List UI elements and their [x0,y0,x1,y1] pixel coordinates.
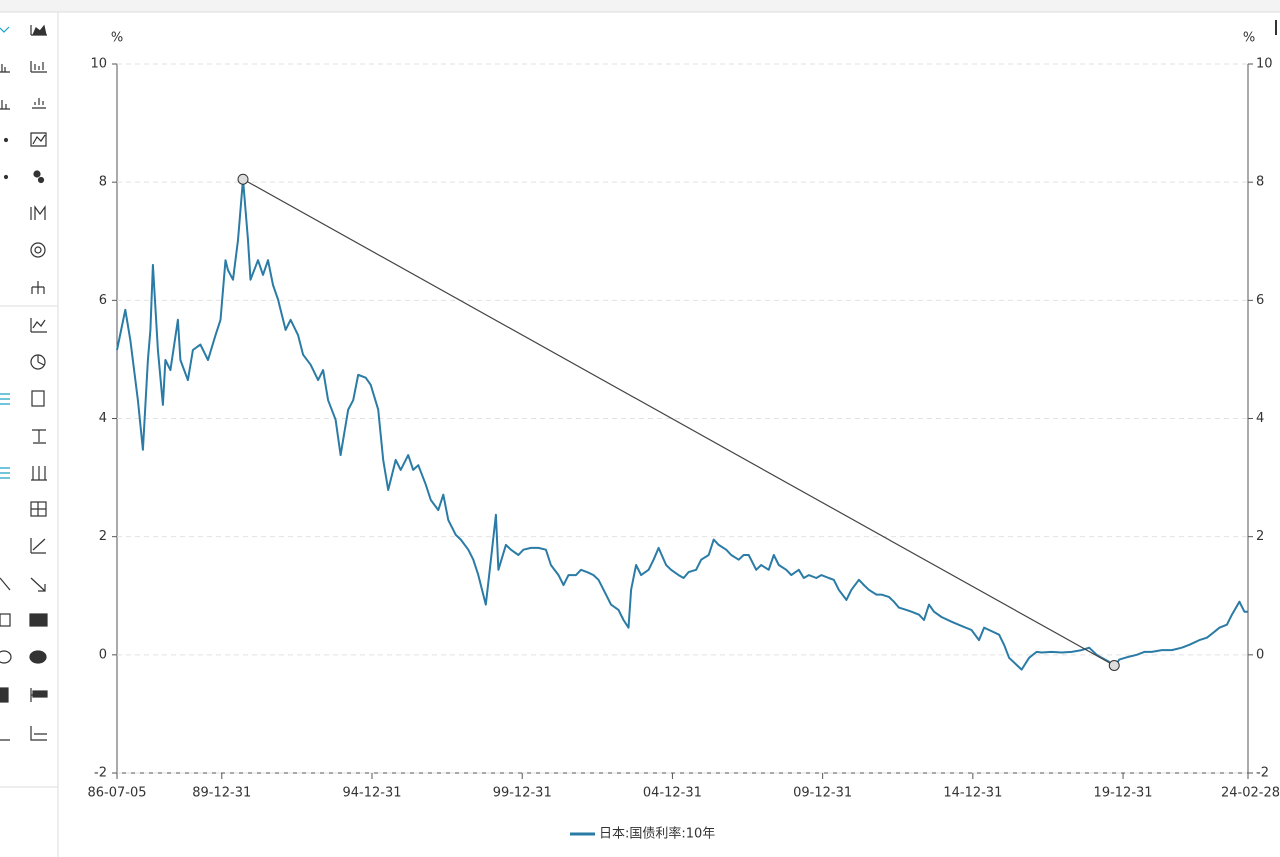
tool-icon[interactable] [33,170,41,178]
tool-icon[interactable] [30,205,46,220]
x-tick-label: 89-12-31 [192,786,251,801]
tool-icon[interactable] [0,726,47,741]
x-tick-label: 09-12-31 [793,786,852,801]
y-tick-label: 6 [99,293,107,308]
tool-icon[interactable] [0,393,10,405]
y2-tick-label: -2 [1256,766,1269,781]
tool-icon[interactable] [31,466,47,481]
x-tick-label: 19-12-31 [1094,786,1153,801]
tool-icon[interactable] [3,174,9,180]
y2-tick-label: 6 [1256,293,1264,308]
tool-icon[interactable] [32,98,46,109]
y2-tick-label: 10 [1256,57,1273,72]
tool-icon[interactable] [0,100,10,110]
tool-icon[interactable] [3,137,9,143]
y2-unit: % [1243,31,1255,46]
y2-tick-label: 0 [1256,647,1264,662]
tool-icon[interactable] [31,502,46,516]
y-tick-label: 2 [99,529,107,544]
trend-handle [237,173,249,185]
top-toolbar [0,0,1280,12]
tool-icon[interactable] [37,355,45,366]
y-tick-label: -2 [94,766,107,781]
y2-tick-label: 4 [1256,411,1264,426]
left-tool-panel [0,12,59,857]
x-tick-label: 86-07-05 [87,786,146,801]
y-tick-label: 8 [99,175,107,190]
tool-icon[interactable] [32,429,46,444]
y-tick-label: 0 [99,647,107,662]
tool-icon[interactable] [0,26,10,33]
tool-icon[interactable] [30,24,47,36]
tool-icon[interactable] [0,613,11,627]
y2-tick-label: 2 [1256,529,1264,544]
tool-icon[interactable] [0,577,11,591]
y-tick-label: 4 [99,411,107,426]
x-tick-label: 99-12-31 [493,786,552,801]
tool-icon[interactable] [30,61,47,73]
x-tick-label: 04-12-31 [643,786,702,801]
tool-icon[interactable] [31,281,45,294]
tool-icon[interactable] [0,467,10,479]
tool-icon[interactable] [30,132,47,147]
legend-label: 日本:国债利率:10年 [599,826,715,842]
tool-icon[interactable] [37,176,45,184]
tool-icon[interactable] [29,613,48,627]
y-tick-label: 10 [90,57,107,72]
x-tick-label: 94-12-31 [342,786,401,801]
x-tick-label: 14-12-31 [943,786,1002,801]
trend-handle [1108,659,1120,671]
tool-icon[interactable] [30,538,46,554]
x-tick-label: 24-02-28 [1221,786,1280,801]
tool-icon[interactable] [0,687,9,703]
data-line [116,178,1248,671]
tool-icon[interactable] [0,650,12,664]
y2-tick-label: 8 [1256,175,1264,190]
tool-icon[interactable] [34,246,42,254]
tool-icon[interactable] [31,390,45,407]
tool-icon[interactable] [29,650,47,664]
trend-line [242,178,1115,666]
y-unit: % [111,31,123,46]
tool-icon[interactable] [0,64,10,73]
tool-icon[interactable] [32,690,48,698]
tool-icon[interactable] [30,242,46,258]
tool-icon[interactable] [30,577,46,592]
tool-icon[interactable] [30,318,47,333]
